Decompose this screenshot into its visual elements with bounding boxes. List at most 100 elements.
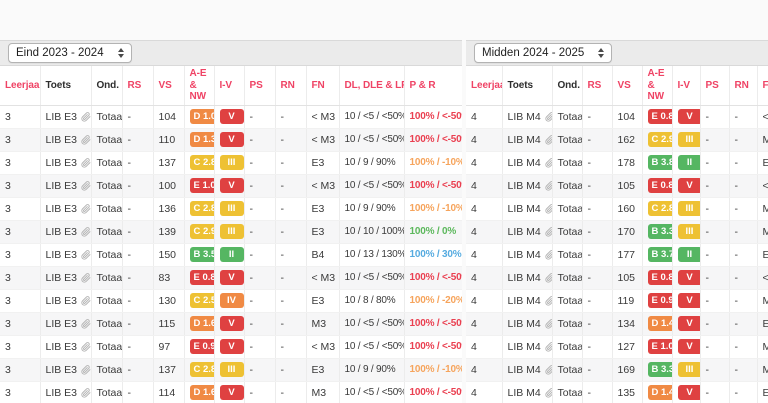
- grade-badge: C 2.8: [190, 155, 215, 170]
- cell-ond: Totaal: [91, 174, 122, 197]
- grade-badge: E 0.8: [648, 109, 673, 124]
- cell-ae_nw: C 2.8: [184, 197, 214, 220]
- cell-leerjaar: 3: [0, 358, 40, 381]
- cell-ond: Totaal: [552, 197, 582, 220]
- cell-fn: E3: [306, 358, 339, 381]
- attachment-icon[interactable]: [81, 181, 91, 191]
- cell-leerjaar: 3: [0, 289, 40, 312]
- pr-value: 100% / <-50%: [410, 134, 463, 145]
- attachment-icon[interactable]: [81, 388, 91, 398]
- cell-vs: 162: [612, 128, 642, 151]
- level-badge: V: [678, 316, 701, 331]
- attachment-icon[interactable]: [545, 250, 552, 260]
- column-header-rn: RN: [729, 66, 757, 105]
- cell-ae_nw: D 1.4: [642, 381, 672, 403]
- cell-ond: Totaal: [552, 358, 582, 381]
- cell-rs: -: [122, 312, 153, 335]
- cell-iv: III: [672, 358, 700, 381]
- attachment-icon[interactable]: [81, 250, 91, 260]
- table-row: 3LIB E3Totaal-115D 1.6V--M310 / <5 / <50…: [0, 312, 462, 335]
- attachment-icon[interactable]: [81, 158, 91, 168]
- cell-vs: 105: [612, 174, 642, 197]
- attachment-icon[interactable]: [545, 227, 552, 237]
- cell-rs: -: [122, 243, 153, 266]
- attachment-icon[interactable]: [81, 204, 91, 214]
- attachment-icon[interactable]: [545, 365, 552, 375]
- cell-fn: E: [757, 312, 768, 335]
- grade-badge: E 0.9: [648, 293, 673, 308]
- column-header-fn: FN: [757, 66, 768, 105]
- cell-fn: < M3: [757, 105, 768, 128]
- cell-dl: 10 / 10 / 100%: [339, 220, 404, 243]
- cell-pr: 100% / <-50%: [404, 312, 462, 335]
- cell-ps: -: [244, 358, 275, 381]
- attachment-icon[interactable]: [545, 388, 552, 398]
- cell-toets: LIB M4: [502, 358, 552, 381]
- level-badge: II: [678, 155, 701, 170]
- attachment-icon[interactable]: [545, 181, 552, 191]
- column-header-toets: Toets: [502, 66, 552, 105]
- attachment-icon[interactable]: [81, 112, 91, 122]
- header-row: LeerjaarToetsOnd.RSVSA-E & NWI-VPSRNFN: [466, 66, 768, 105]
- cell-iv: V: [672, 105, 700, 128]
- table-row: 3LIB E3Totaal-110D 1.3V--< M310 / <5 / <…: [0, 128, 462, 151]
- cell-toets: LIB E3: [40, 105, 91, 128]
- attachment-icon[interactable]: [545, 319, 552, 329]
- table-row: 3LIB E3Totaal-130C 2.5IV--E310 / 8 / 80%…: [0, 289, 462, 312]
- cell-vs: 177: [612, 243, 642, 266]
- attachment-icon[interactable]: [81, 365, 91, 375]
- pr-value: 100% / -10%: [410, 364, 463, 375]
- attachment-icon[interactable]: [545, 273, 552, 283]
- period-select-right[interactable]: Midden 2024 - 2025: [474, 43, 612, 63]
- table-row: 4LIB M4Totaal-170B 3.3III--M: [466, 220, 768, 243]
- attachment-icon[interactable]: [545, 112, 552, 122]
- cell-ps: -: [700, 174, 729, 197]
- attachment-icon[interactable]: [81, 227, 91, 237]
- level-badge: V: [220, 385, 244, 400]
- grade-badge: E 0.8: [190, 270, 215, 285]
- cell-iv: V: [672, 335, 700, 358]
- cell-rs: -: [582, 266, 612, 289]
- period-select-left[interactable]: Eind 2023 - 2024: [8, 43, 132, 63]
- attachment-icon[interactable]: [81, 319, 91, 329]
- period-select-left-value: Eind 2023 - 2024: [16, 47, 104, 59]
- attachment-icon[interactable]: [545, 158, 552, 168]
- grade-badge: D 1.6: [190, 316, 215, 331]
- cell-fn: E3: [306, 151, 339, 174]
- cell-fn: M: [757, 197, 768, 220]
- grade-badge: B 3.3: [648, 362, 673, 377]
- cell-ae_nw: B 3.7: [642, 243, 672, 266]
- cell-ae_nw: D 1.3: [184, 128, 214, 151]
- cell-pr: 100% / <-50%: [404, 105, 462, 128]
- cell-fn: M3: [306, 381, 339, 403]
- cell-leerjaar: 3: [0, 243, 40, 266]
- attachment-icon[interactable]: [545, 135, 552, 145]
- attachment-icon[interactable]: [81, 273, 91, 283]
- cell-ond: Totaal: [552, 128, 582, 151]
- cell-ps: -: [700, 381, 729, 403]
- cell-toets: LIB E3: [40, 220, 91, 243]
- column-header-pr: P & R: [404, 66, 462, 105]
- cell-rs: -: [582, 220, 612, 243]
- attachment-icon[interactable]: [545, 342, 552, 352]
- period-select-right-value: Midden 2024 - 2025: [482, 47, 584, 59]
- level-badge: V: [220, 316, 244, 331]
- cell-leerjaar: 4: [466, 151, 502, 174]
- cell-leerjaar: 4: [466, 220, 502, 243]
- cell-leerjaar: 3: [0, 105, 40, 128]
- level-badge: V: [220, 339, 244, 354]
- cell-rn: -: [275, 289, 306, 312]
- cell-dl: 10 / <5 / <50%: [339, 312, 404, 335]
- cell-leerjaar: 4: [466, 312, 502, 335]
- attachment-icon[interactable]: [81, 135, 91, 145]
- cell-ps: -: [700, 335, 729, 358]
- attachment-icon[interactable]: [81, 296, 91, 306]
- attachment-icon[interactable]: [545, 204, 552, 214]
- attachment-icon[interactable]: [545, 296, 552, 306]
- cell-vs: 105: [612, 266, 642, 289]
- cell-rn: -: [729, 312, 757, 335]
- table-row: 4LIB M4Totaal-104E 0.8V--< M3: [466, 105, 768, 128]
- cell-fn: E: [757, 243, 768, 266]
- cell-ps: -: [700, 312, 729, 335]
- attachment-icon[interactable]: [81, 342, 91, 352]
